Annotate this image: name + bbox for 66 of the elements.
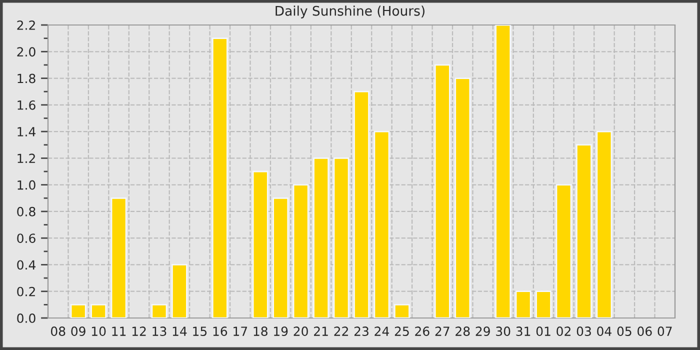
x-tick-label: 10 xyxy=(92,326,106,336)
x-tick-label: 21 xyxy=(314,326,328,336)
x-tick-label: 08 xyxy=(50,326,66,336)
y-tick-label: 0.4 xyxy=(17,260,36,270)
bar xyxy=(374,130,390,318)
x-tick-label: 07 xyxy=(658,326,672,336)
bar xyxy=(495,25,512,318)
y-tick-label: 1.6 xyxy=(18,100,36,110)
bar xyxy=(576,144,592,318)
x-tick-label: 13 xyxy=(152,326,166,336)
bar xyxy=(596,130,612,318)
x-tick-label: 05 xyxy=(617,326,632,336)
y-tick-label: 1.2 xyxy=(18,154,35,163)
x-tick-label: 01 xyxy=(536,326,550,336)
bar xyxy=(272,197,289,318)
y-tick-label: 0.8 xyxy=(17,206,36,216)
x-tick-label: 16 xyxy=(213,326,228,336)
x-tick-label: 24 xyxy=(374,326,389,336)
bar xyxy=(313,157,330,318)
chart-title: Daily Sunshine (Hours) xyxy=(276,6,424,18)
bar xyxy=(292,184,309,318)
x-tick-label: 15 xyxy=(193,326,207,336)
bar xyxy=(333,157,350,318)
x-tick-label: 30 xyxy=(496,326,510,336)
y-tick-label: 1.8 xyxy=(18,74,36,84)
x-tick-label: 19 xyxy=(274,326,288,336)
bar xyxy=(171,264,188,318)
bar xyxy=(536,290,552,318)
bar xyxy=(354,90,370,318)
bar xyxy=(394,304,410,318)
bar xyxy=(252,170,268,318)
x-tick-label: 04 xyxy=(597,326,612,336)
x-tick-label: 14 xyxy=(172,326,187,336)
x-tick-label: 17 xyxy=(234,326,248,336)
bar xyxy=(212,38,228,318)
x-tick-label: 12 xyxy=(132,326,146,336)
bar xyxy=(454,78,471,318)
x-tick-label: 26 xyxy=(415,326,430,336)
x-tick-label: 20 xyxy=(294,326,308,336)
bar xyxy=(110,197,127,318)
x-tick-label: 03 xyxy=(576,326,591,336)
x-tick-label: 09 xyxy=(71,326,86,336)
x-tick-label: 06 xyxy=(638,326,652,336)
bar xyxy=(515,290,532,318)
x-tick-label: 28 xyxy=(456,326,470,336)
y-tick-label: 0.2 xyxy=(17,286,35,296)
x-tick-label: 23 xyxy=(354,326,368,336)
x-tick-label: 31 xyxy=(516,326,530,336)
bar xyxy=(556,184,572,318)
y-tick-label: 1.0 xyxy=(18,180,36,190)
y-tick-label: 1.4 xyxy=(18,127,36,136)
y-tick-label: 0.0 xyxy=(17,313,36,323)
x-tick-label: 18 xyxy=(254,326,268,336)
x-tick-label: 25 xyxy=(394,326,409,336)
y-tick-label: 2.0 xyxy=(17,47,36,57)
bar xyxy=(151,304,168,318)
y-tick-label: 0.6 xyxy=(17,234,36,244)
x-tick-label: 02 xyxy=(556,326,570,336)
bar xyxy=(70,304,86,318)
x-tick-label: 11 xyxy=(112,326,126,336)
x-tick-label: 29 xyxy=(476,326,490,336)
x-tick-label: 27 xyxy=(435,326,450,336)
x-tick-label: 22 xyxy=(334,326,348,336)
bar xyxy=(434,64,450,318)
bar xyxy=(90,304,107,318)
y-tick-label: 2.2 xyxy=(17,20,35,30)
